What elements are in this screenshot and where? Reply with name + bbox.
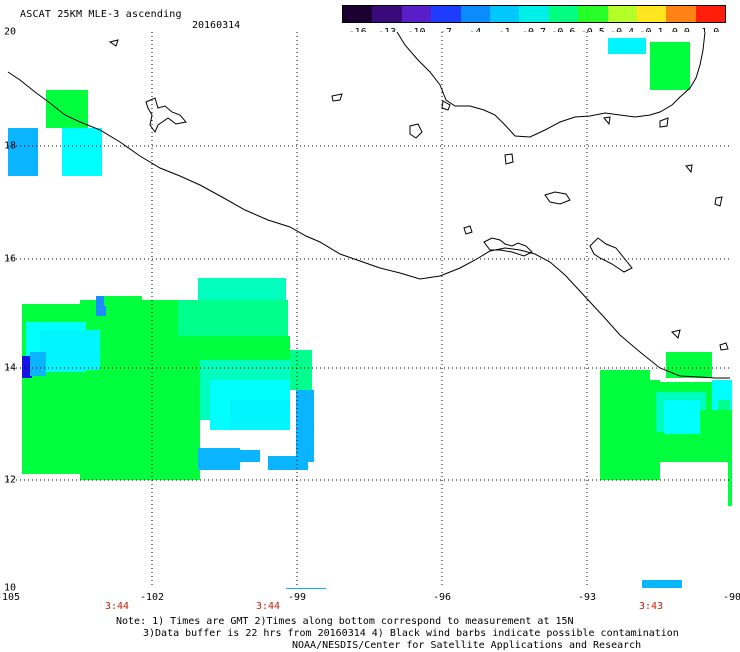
wind-swath-cell [30,352,46,376]
mexico-lagoon-outline [145,97,187,134]
gulf-of-mexico-coastline [396,31,706,138]
longitude-label: -102 [139,592,165,603]
lake-outline-small-2 [108,39,119,47]
wind-swath-cell [230,400,290,430]
longitude-label: -93 [577,592,597,603]
wind-swath-cell [666,352,712,378]
wind-swath-cell [664,400,700,434]
color-scale-segment [460,6,490,22]
mexico-lake-outline [409,123,423,139]
color-scale-segment [489,6,520,22]
yucatan-lake-outline [589,237,633,273]
note-line-2: 3)Data buffer is 22 hrs from 20160314 4)… [143,628,679,639]
product-date: 20160314 [192,20,241,31]
wind-swath-cell [96,296,106,316]
color-scale-segment [343,6,373,22]
wind-swath-cell [22,356,32,378]
color-scale-bar [342,5,726,23]
note-line-1: Note: 1) Times are GMT 2)Times along bot… [116,616,574,627]
longitude-label: -99 [287,592,307,603]
wind-swath-cell [286,588,326,589]
wind-swath-cell [46,90,88,128]
wind-swath-cell [40,330,100,370]
wind-swath-cell [642,580,682,588]
island-outline-2 [685,164,693,174]
longitude-label: -105 [0,592,21,603]
wind-swath-cell [650,42,690,90]
wind-swath-cell [296,390,314,462]
pacific-coastline [7,71,730,379]
note-line-3: NOAA/NESDIS/Center for Satellite Applica… [292,640,642,651]
inland-lake-outline [544,191,571,205]
mexico-lake-outline-2 [441,100,451,111]
color-scale-segment [519,6,549,22]
wind-swath-cell [240,450,260,462]
wind-swath-cell [62,128,102,176]
color-scale-segment [695,6,726,22]
wind-swath-cell [198,278,286,300]
latitude-label: 16 [4,253,17,265]
isthmus-lake-outline [483,237,533,257]
island-outline-5 [659,117,669,128]
island-outline-1 [671,329,681,339]
wind-swath-cell [104,296,142,306]
latitude-label: 20 [4,26,17,38]
color-scale-segment [372,6,402,22]
color-scale-segment [578,6,608,22]
latitude-label: 18 [4,140,17,152]
wind-swath-cell [178,300,288,340]
product-title: ASCAT 25KM MLE-3 ascending [20,9,182,20]
latitude-label: 14 [4,362,17,374]
island-outline-3 [714,196,723,207]
island-outline-6 [719,342,729,351]
wind-swath-cell [268,456,308,470]
wind-swath-cell [728,462,732,506]
color-scale-segment [548,6,579,22]
pass-time-label: 3:43 [638,601,664,612]
longitude-label: -96 [432,592,452,603]
color-scale-segment [607,6,637,22]
coastline [7,31,730,379]
wind-swath-cell [8,128,38,176]
color-scale-segment [666,6,696,22]
latitude-label: 10 [4,582,17,594]
pass-time-label: 3:44 [104,601,130,612]
longitude-label: -90 [722,592,740,603]
latitude-label: 12 [4,474,17,486]
wind-swath-cell [608,38,646,54]
color-scale-segment [636,6,667,22]
wind-swath-cell [700,410,732,462]
island-outline-4 [603,116,611,126]
pass-time-label: 3:44 [255,601,281,612]
lat-lon-grid [8,32,732,588]
color-scale-segment [431,6,461,22]
lake-outline-small-1 [331,93,343,102]
inland-lake-outline-2 [504,153,514,165]
wind-swath-cell [198,448,240,470]
color-scale-segment [401,6,432,22]
wind-swath-cell [290,350,312,390]
coast-lake-outline [463,225,473,235]
wind-swaths [8,38,732,589]
